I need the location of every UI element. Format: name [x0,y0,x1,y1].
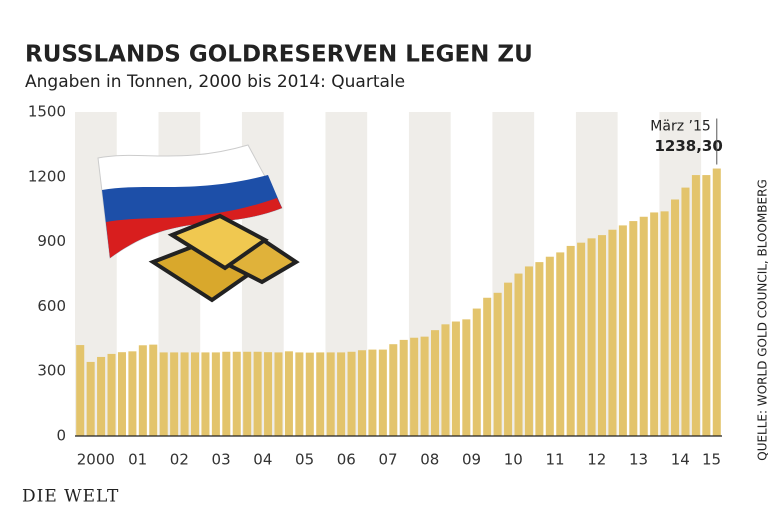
logo: DIE WELT [22,487,119,507]
y-tick-label: 0 [56,427,66,445]
x-tick-label: 2000 [77,451,115,469]
bar [357,350,366,436]
y-tick-label: 1500 [28,103,66,121]
x-tick-label: 04 [253,451,272,469]
x-tick-label: 10 [504,451,523,469]
bar [504,282,513,436]
y-tick-label: 1200 [28,167,66,185]
x-tick-label: 09 [462,451,481,469]
bar [514,273,523,436]
bar [483,297,492,436]
bar [566,245,575,436]
bar [378,349,387,436]
bar [535,262,544,436]
bar [671,199,680,436]
bar [524,266,533,436]
bar [149,344,158,436]
bar [86,361,95,436]
bar [243,351,252,436]
flag-red [106,198,282,258]
bar [639,216,648,436]
bar [691,175,700,436]
plot-area: 2000 01 02 03 04 05 06 07 08 09 10 11 12 13 14 15 0 300 60… [28,103,723,469]
bar [681,187,690,436]
bar [545,256,554,436]
bar [451,321,460,436]
bar [712,168,721,436]
x-tick-label: 14 [671,451,690,469]
bar [232,351,241,436]
bar [660,211,669,436]
bar [222,351,231,436]
gold-bar [167,213,269,271]
bar [138,345,147,436]
value-label: 1238,30 [654,137,722,155]
chart-subtitle: Angaben in Tonnen, 2000 bis 2014: Quarta… [25,72,405,92]
bar [190,352,200,436]
annotation: März ’15 [650,119,710,135]
x-tick-label: 11 [545,451,564,469]
bar [305,352,314,436]
bar [211,352,220,436]
bar [702,175,711,436]
bar [284,351,293,436]
bar [431,330,440,436]
bar [629,221,638,436]
bar [347,351,356,436]
bar [316,352,325,436]
bar [117,352,126,436]
bar [493,292,502,436]
bar [107,353,116,436]
bar [274,352,283,436]
bar [587,238,596,436]
x-tick-label: 07 [379,451,398,469]
bar [159,352,168,436]
bar [201,352,210,436]
bar [368,349,377,436]
bar [556,252,565,436]
x-tick-label: 01 [128,451,147,469]
bar [650,212,659,436]
bar [410,337,419,436]
bar [389,344,398,436]
bar [76,345,85,436]
bar [97,356,106,436]
x-tick-label: 02 [170,451,189,469]
bar [399,339,408,436]
x-tick-label: 12 [587,451,606,469]
bar [472,308,481,436]
bar [441,324,450,436]
source: QUELLE: WORLD GOLD COUNCIL, BLOOMBERG [756,179,770,461]
bar [420,336,429,436]
illustration [97,144,300,303]
y-tick-label: 900 [37,232,66,250]
x-tick-label: 06 [337,451,356,469]
bar [462,319,471,436]
bar [618,225,627,436]
x-tick-label: 08 [420,451,439,469]
x-tick-label: 05 [295,451,314,469]
bar [128,351,137,436]
bar [337,352,346,436]
bar [180,352,189,436]
bar [597,235,607,436]
bar [170,352,179,436]
x-tick-label: 15 [702,451,721,469]
y-tick-label: 300 [37,362,66,380]
bar [577,242,586,436]
bar [608,229,617,436]
bar [295,352,304,436]
x-tick-label: 13 [629,451,648,469]
bar [253,351,262,436]
y-tick-label: 600 [37,297,66,315]
bar [264,352,273,436]
bar [326,352,335,436]
x-tick-label: 03 [212,451,231,469]
chart-title: RUSSLANDS GOLDRESERVEN LEGEN ZU [25,42,533,68]
